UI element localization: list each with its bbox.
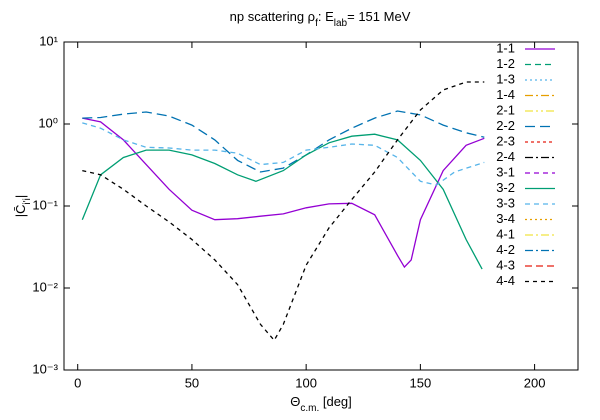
x-tick-label: 100: [295, 375, 317, 390]
x-tick-label: 50: [185, 375, 199, 390]
y-tick-label: 10⁻¹: [32, 197, 58, 212]
legend-label: 4-2: [496, 242, 515, 257]
y-tick-label: 10⁻³: [32, 361, 58, 376]
legend-label: 4-3: [496, 257, 515, 272]
x-axis-label-part: c.m.: [300, 403, 319, 414]
chart-title-part: np scattering ρ: [230, 9, 315, 24]
legend-label: 1-2: [496, 56, 515, 71]
y-tick-label: 10⁻²: [32, 279, 58, 294]
legend-label: 1-4: [496, 87, 515, 102]
x-tick-label: 0: [74, 375, 81, 390]
legend-label: 2-1: [496, 102, 515, 117]
legend-label: 3-4: [496, 211, 515, 226]
x-tick-label: 150: [410, 375, 432, 390]
series-line: [82, 122, 485, 186]
x-tick-label: 200: [524, 375, 546, 390]
chart-title-part: lab: [334, 18, 348, 29]
series-line: [82, 110, 485, 173]
legend-label: 3-1: [496, 164, 515, 179]
legend-label: 2-3: [496, 133, 515, 148]
legend-label: 4-1: [496, 226, 515, 241]
y-axis-label-part: i'i: [22, 198, 33, 204]
chart-title-part: = 151 MeV: [347, 9, 411, 24]
y-tick-label: 10⁰: [38, 115, 58, 130]
x-axis-label-part: Θ: [290, 394, 300, 409]
y-axis-label-part: |C̄: [13, 204, 28, 217]
legend-label: 1-3: [496, 71, 515, 86]
legend-label: 2-4: [496, 149, 515, 164]
y-axis-label: |C̄i'i|: [13, 195, 33, 218]
y-tick-label: 10¹: [39, 33, 58, 48]
legend-label: 2-2: [496, 118, 515, 133]
series-line: [82, 117, 485, 269]
series-line: [82, 81, 485, 342]
chart-title-part: f: [315, 18, 318, 29]
legend-label: 1-1: [496, 40, 515, 55]
chart-title-part: : E: [318, 9, 334, 24]
legend-label: 3-3: [496, 195, 515, 210]
x-axis-label: Θc.m. [deg]: [290, 394, 352, 414]
series-line: [81, 133, 483, 270]
y-axis-label-part: |: [13, 195, 28, 198]
legend-label: 3-2: [496, 180, 515, 195]
x-axis-label-part: [deg]: [319, 394, 352, 409]
legend-label: 4-4: [496, 273, 515, 288]
chart-title: np scattering ρf: Elab= 151 MeV: [230, 9, 411, 29]
